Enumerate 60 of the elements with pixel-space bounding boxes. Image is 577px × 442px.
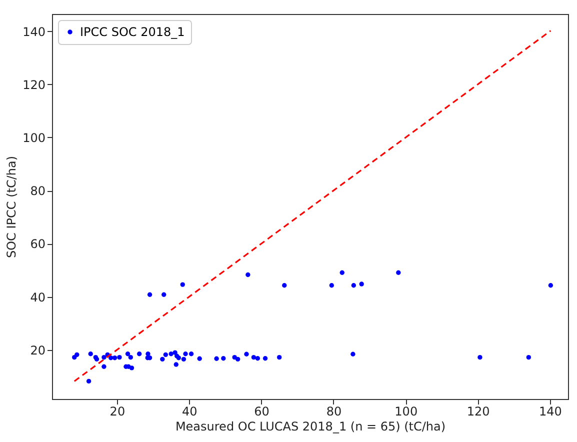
point [548,283,554,288]
point [359,282,364,286]
y-axis-title: SOC IPCC (tC/ha) [4,156,19,258]
point [102,364,106,369]
x-axis-title: Measured OC LUCAS 2018_1 (n = 65) (tC/ha) [175,420,446,434]
point [128,354,134,360]
point [160,356,165,362]
y-tick-label: 140 [22,24,46,39]
x-tick-label: 100 [394,404,418,418]
y-tick-label: 80 [30,184,46,198]
point [163,352,168,357]
y-tick-label: 120 [22,78,46,92]
point [172,350,178,355]
point [74,352,80,357]
point [86,378,92,384]
point [197,356,202,361]
x-tick-label: 80 [326,404,342,418]
point [329,283,334,288]
point [125,352,130,356]
point [181,356,186,362]
point [235,356,240,362]
y-tick-label: 40 [30,290,46,304]
point [88,352,93,356]
point [221,356,226,361]
point [246,272,250,278]
point [478,354,482,360]
x-tick-label: 120 [466,404,490,418]
point [282,283,287,288]
point [276,354,282,360]
point [188,352,194,356]
point [251,354,256,360]
y-tick-label: 20 [30,343,46,358]
point [136,352,142,356]
legend-label: IPCC SOC 2018_1 [80,25,185,39]
point [350,352,356,356]
point [129,366,134,370]
point [102,354,106,360]
y-tick-label: 100 [22,130,46,145]
point [112,356,118,360]
point [180,282,185,287]
point [146,352,150,356]
x-tick-label: 140 [539,404,562,418]
x-tick-label: 20 [110,404,126,418]
point [526,354,532,360]
point [174,362,178,367]
point [244,352,249,356]
point [162,292,166,297]
x-tick-label: 60 [254,404,270,418]
point [255,356,260,361]
point [351,283,356,288]
point [117,354,122,360]
x-tick-label: 40 [182,404,198,418]
point [340,270,344,275]
point [214,356,219,361]
point [183,352,188,356]
y-tick-label: 60 [30,237,46,252]
point [168,352,174,356]
point [147,292,152,297]
point [396,270,401,275]
point [262,356,268,361]
